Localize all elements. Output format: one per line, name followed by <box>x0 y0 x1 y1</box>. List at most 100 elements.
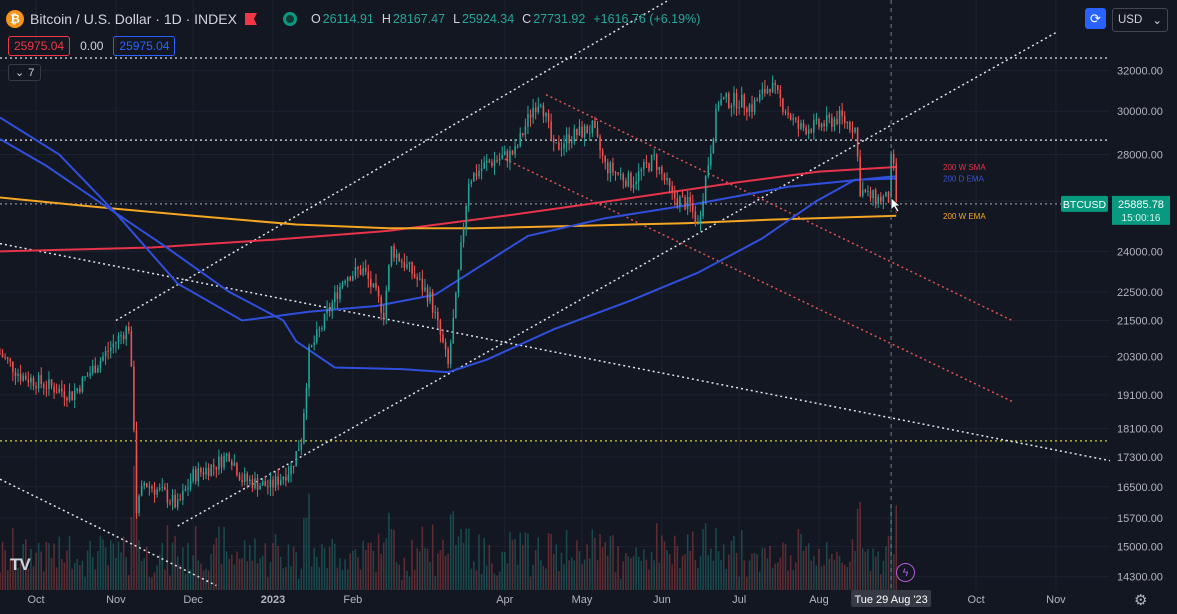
buy-price-button[interactable]: 25975.04 <box>113 36 176 56</box>
volume-bar <box>756 554 758 590</box>
indicators-toggle-button[interactable]: ⌄ 7 <box>8 64 42 81</box>
candle-body <box>627 173 630 187</box>
volume-bar <box>223 526 225 590</box>
volume-bar <box>89 540 91 590</box>
volume-bar <box>838 555 841 590</box>
candle-body <box>382 312 385 318</box>
candle-body <box>676 198 679 206</box>
candle-body <box>887 192 890 203</box>
volume-bar <box>169 575 171 590</box>
ma-line-200-w-ema <box>0 196 897 230</box>
candle-body <box>375 283 377 289</box>
candle-body <box>547 112 550 122</box>
volume-bar <box>547 533 550 590</box>
sell-price-button[interactable]: 25975.04 <box>8 36 71 56</box>
crosshair-date-label: Tue 29 Aug '23 <box>854 594 927 606</box>
volume-bar <box>771 567 774 590</box>
volume-bar <box>143 558 145 590</box>
trend-lines <box>0 0 1111 587</box>
volume-bar <box>769 545 771 590</box>
volume-bar <box>24 539 27 590</box>
flag-icon[interactable] <box>244 13 257 25</box>
volume-bar <box>120 552 122 590</box>
volume-bar <box>241 558 243 590</box>
candle-body <box>632 184 635 189</box>
volume-bar <box>243 540 246 590</box>
bitcoin-icon: ₿ <box>6 10 24 28</box>
volume-bar <box>61 558 63 590</box>
lightning-icon[interactable]: ϟ <box>896 563 915 582</box>
volume-bar <box>215 537 218 590</box>
candle-body <box>882 196 885 202</box>
volume-bar <box>349 553 352 590</box>
volume-bar <box>666 550 668 590</box>
volume-bar <box>303 517 305 590</box>
volume-bar <box>370 542 372 590</box>
trend-line <box>0 478 217 587</box>
candle-body <box>568 134 570 144</box>
volume-bar <box>470 568 473 590</box>
candle-body <box>259 485 261 490</box>
candle-body <box>686 196 689 210</box>
candle-body <box>439 320 442 335</box>
candle-body <box>12 361 14 373</box>
candle-body <box>120 335 122 337</box>
ma-line-200-w-sma <box>0 166 897 253</box>
volume-bar <box>856 508 859 590</box>
volume-bar <box>648 569 650 590</box>
candle-body <box>406 264 408 268</box>
price-tag-label: 25885.78 <box>1118 199 1164 211</box>
candle-body <box>537 106 540 113</box>
volume-bar <box>630 558 632 590</box>
candle-body <box>807 129 810 134</box>
volume-bar <box>35 552 37 590</box>
volume-bar <box>591 529 594 590</box>
volume-bar <box>189 569 192 590</box>
candle-body <box>81 377 84 392</box>
chevron-down-icon: ⌄ <box>15 67 25 79</box>
candle-body <box>290 465 292 475</box>
volume-bar <box>532 564 534 590</box>
candle-body <box>699 216 702 223</box>
currency-select[interactable]: USD ⌄ <box>1112 8 1168 32</box>
volume-bar <box>880 574 882 590</box>
candle-body <box>560 148 563 150</box>
volume-bar <box>661 535 663 590</box>
volume-bar <box>176 556 179 590</box>
candle-body <box>640 169 643 172</box>
candle-body <box>107 350 109 352</box>
candle-body <box>467 183 470 206</box>
candle-body <box>774 82 776 86</box>
volume-bar <box>125 557 127 590</box>
auto-scale-button[interactable]: ⟳ <box>1085 8 1106 29</box>
volume-bar <box>774 563 776 590</box>
volume-bar <box>182 547 184 590</box>
symbol-title[interactable]: Bitcoin / U.S. Dollar · 1D · INDEX <box>30 11 237 27</box>
gear-icon[interactable]: ⚙ <box>1134 592 1148 609</box>
volume-bar <box>429 561 431 590</box>
candle-body <box>470 181 473 184</box>
market-status-icon[interactable] <box>282 12 297 26</box>
volume-bar <box>171 542 174 590</box>
volume-bar <box>733 536 735 590</box>
candle-body <box>437 312 439 321</box>
high-label: H <box>381 12 391 26</box>
volume-bar <box>449 514 452 590</box>
x-tick-label: Oct <box>27 594 44 606</box>
candle-body <box>846 122 849 124</box>
volume-bar <box>704 523 707 590</box>
volume-bar <box>102 539 104 590</box>
candle-body <box>35 385 37 389</box>
volume-bar <box>130 516 133 590</box>
candle-body <box>58 388 61 393</box>
candle-body <box>550 121 552 139</box>
candle-body <box>393 246 395 258</box>
volume-bar <box>393 529 395 590</box>
volume-bar <box>511 539 514 590</box>
candle-body <box>663 173 666 181</box>
volume-bar <box>249 544 251 590</box>
candle-body <box>861 189 864 197</box>
volume-bar <box>403 557 406 590</box>
candle-body <box>800 123 802 129</box>
